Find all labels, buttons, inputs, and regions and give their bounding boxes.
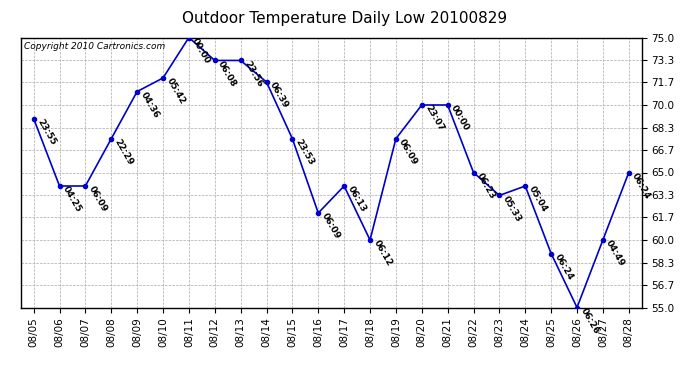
Text: Outdoor Temperature Daily Low 20100829: Outdoor Temperature Daily Low 20100829	[182, 11, 508, 26]
Text: 23:55: 23:55	[35, 117, 57, 146]
Text: 06:09: 06:09	[87, 184, 109, 214]
Text: 05:42: 05:42	[164, 76, 186, 106]
Text: 06:26: 06:26	[578, 306, 600, 335]
Text: 05:33: 05:33	[501, 194, 523, 223]
Text: 04:25: 04:25	[61, 184, 83, 214]
Text: 06:12: 06:12	[371, 238, 393, 268]
Text: 23:56: 23:56	[242, 59, 264, 88]
Text: 04:36: 04:36	[139, 90, 161, 119]
Text: 06:09: 06:09	[319, 211, 342, 241]
Text: 06:23: 06:23	[475, 171, 497, 200]
Text: 00:00: 00:00	[190, 36, 212, 65]
Text: 06:24: 06:24	[630, 171, 652, 200]
Text: Copyright 2010 Cartronics.com: Copyright 2010 Cartronics.com	[23, 42, 165, 51]
Text: 22:29: 22:29	[112, 137, 135, 167]
Text: 06:13: 06:13	[346, 184, 368, 214]
Text: 23:53: 23:53	[294, 137, 316, 166]
Text: 06:24: 06:24	[553, 252, 575, 281]
Text: 04:49: 04:49	[604, 238, 627, 268]
Text: 06:08: 06:08	[216, 59, 238, 88]
Text: 06:39: 06:39	[268, 81, 290, 110]
Text: 23:07: 23:07	[423, 104, 445, 133]
Text: 05:04: 05:04	[526, 184, 549, 214]
Text: 06:09: 06:09	[397, 137, 420, 166]
Text: 00:00: 00:00	[449, 104, 471, 132]
